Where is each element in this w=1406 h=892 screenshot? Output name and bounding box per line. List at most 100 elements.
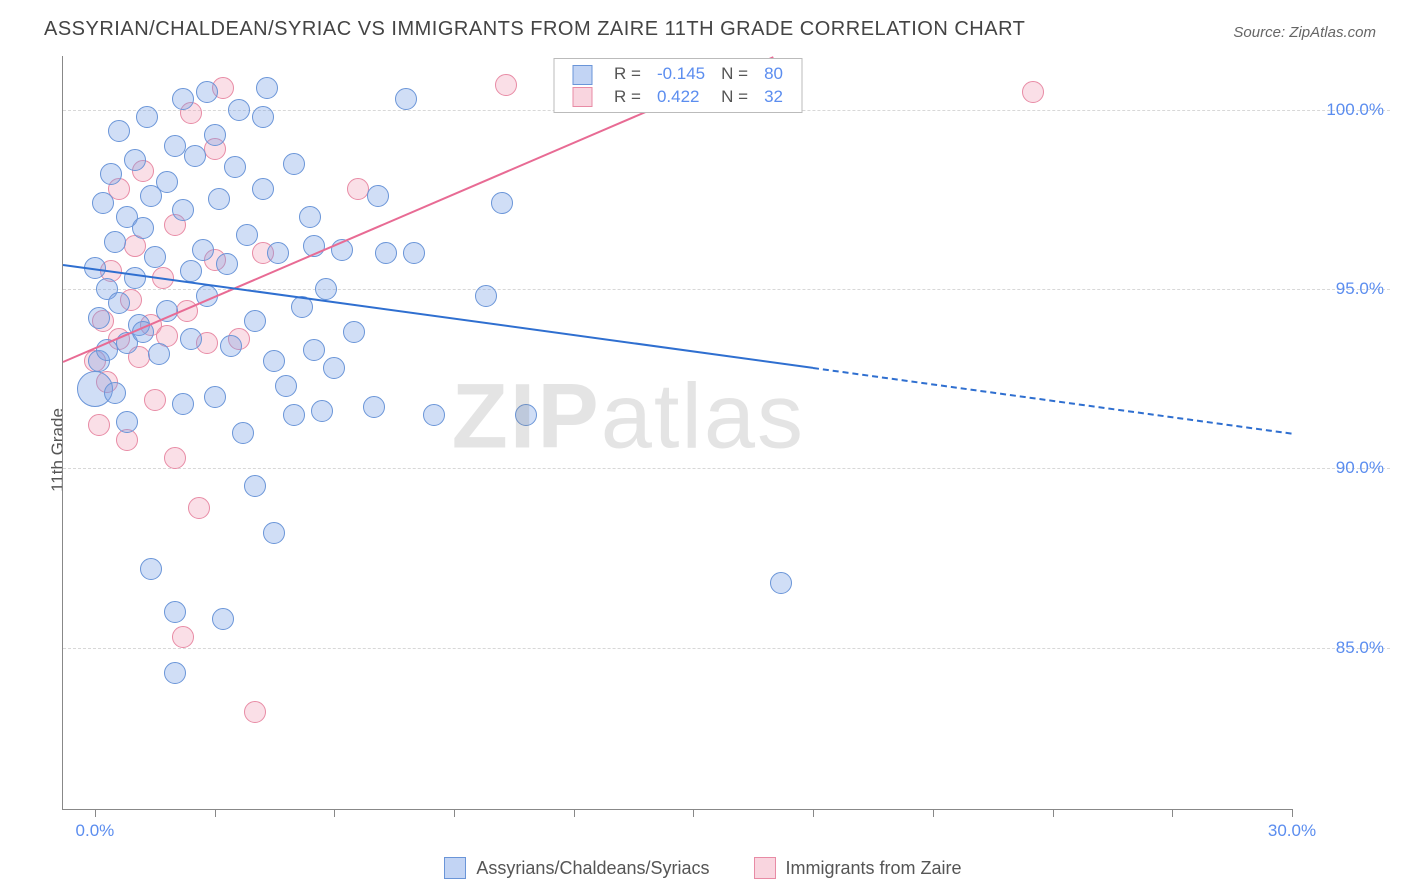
data-point [212, 608, 234, 630]
legend-swatch [444, 857, 466, 879]
legend-label: Assyrians/Chaldeans/Syriacs [476, 858, 709, 879]
data-point [132, 217, 154, 239]
gridline [63, 648, 1390, 649]
data-point [367, 185, 389, 207]
x-tick [334, 809, 335, 817]
data-point [363, 396, 385, 418]
data-point [136, 106, 158, 128]
legend-r-label: R = [606, 63, 649, 86]
y-tick-label: 100.0% [1298, 100, 1384, 120]
data-point [770, 572, 792, 594]
data-point [263, 350, 285, 372]
data-point [180, 328, 202, 350]
data-point [148, 343, 170, 365]
data-point [124, 267, 146, 289]
data-point [228, 99, 250, 121]
data-point [375, 242, 397, 264]
data-point [104, 231, 126, 253]
data-point [216, 253, 238, 275]
data-point [208, 188, 230, 210]
x-tick [693, 809, 694, 817]
data-point [303, 339, 325, 361]
data-point [184, 145, 206, 167]
data-point [395, 88, 417, 110]
data-point [144, 389, 166, 411]
y-tick-label: 85.0% [1298, 638, 1384, 658]
data-point [92, 192, 114, 214]
legend-n-label: N = [713, 63, 756, 86]
data-point [108, 292, 130, 314]
data-point [244, 310, 266, 332]
data-point [283, 153, 305, 175]
data-point [220, 335, 242, 357]
data-point [104, 382, 126, 404]
legend-r-label: R = [606, 86, 649, 109]
legend-n-label: N = [713, 86, 756, 109]
y-tick-label: 90.0% [1298, 458, 1384, 478]
data-point [156, 171, 178, 193]
data-point [224, 156, 246, 178]
chart-area: 11th Grade R =-0.145N =80R =0.422N =32 Z… [44, 56, 1390, 844]
gridline [63, 289, 1390, 290]
data-point [1022, 81, 1044, 103]
data-point [475, 285, 497, 307]
y-tick-label: 95.0% [1298, 279, 1384, 299]
data-point [172, 393, 194, 415]
data-point [323, 357, 345, 379]
x-tick [933, 809, 934, 817]
watermark: ZIPatlas [452, 365, 805, 470]
data-point [267, 242, 289, 264]
data-point [263, 522, 285, 544]
legend-swatch [572, 87, 592, 107]
data-point [164, 662, 186, 684]
legend-n-value: 80 [756, 63, 791, 86]
data-point [116, 411, 138, 433]
data-point [172, 88, 194, 110]
x-tick [95, 809, 96, 817]
data-point [252, 106, 274, 128]
series-legend: Assyrians/Chaldeans/Syriacs Immigrants fr… [0, 857, 1406, 884]
legend-r-value: -0.145 [649, 63, 713, 86]
data-point [232, 422, 254, 444]
data-point [343, 321, 365, 343]
x-tick [215, 809, 216, 817]
legend-swatch [754, 857, 776, 879]
trend-line [813, 367, 1292, 435]
data-point [244, 701, 266, 723]
data-point [108, 120, 130, 142]
data-point [275, 375, 297, 397]
data-point [252, 178, 274, 200]
data-point [491, 192, 513, 214]
data-point [172, 626, 194, 648]
data-point [172, 199, 194, 221]
data-point [315, 278, 337, 300]
data-point [403, 242, 425, 264]
legend-item: Assyrians/Chaldeans/Syriacs [444, 857, 709, 879]
legend-row: R =0.422N =32 [564, 86, 791, 109]
data-point [144, 246, 166, 268]
x-tick [454, 809, 455, 817]
data-point [204, 124, 226, 146]
data-point [124, 149, 146, 171]
data-point [164, 601, 186, 623]
data-point [196, 81, 218, 103]
data-point [244, 475, 266, 497]
x-tick [1053, 809, 1054, 817]
data-point [164, 447, 186, 469]
data-point [88, 307, 110, 329]
data-point [204, 386, 226, 408]
legend-row: R =-0.145N =80 [564, 63, 791, 86]
data-point [140, 558, 162, 580]
legend-swatch [572, 65, 592, 85]
correlation-legend: R =-0.145N =80R =0.422N =32 [553, 58, 802, 113]
plot-region: R =-0.145N =80R =0.422N =32 ZIPatlas 85.… [62, 56, 1292, 810]
legend-label: Immigrants from Zaire [786, 858, 962, 879]
data-point [515, 404, 537, 426]
source-label: Source: ZipAtlas.com [1233, 24, 1376, 41]
data-point [164, 135, 186, 157]
data-point [180, 260, 202, 282]
x-tick [1172, 809, 1173, 817]
data-point [236, 224, 258, 246]
data-point [299, 206, 321, 228]
data-point [347, 178, 369, 200]
